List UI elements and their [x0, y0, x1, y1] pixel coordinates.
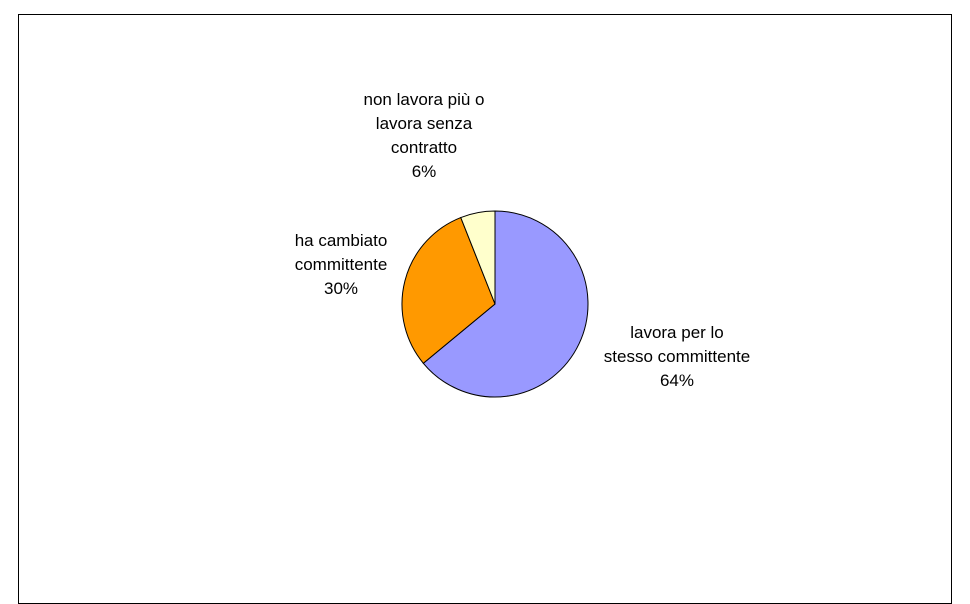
pie-slice-2: [460, 210, 496, 305]
slice-label-line: non lavora più o: [363, 90, 485, 109]
pie-slice-1: [401, 216, 496, 364]
slice-label-line: lavora per lo: [630, 323, 724, 342]
slice-percent: 64%: [659, 371, 695, 390]
slice-label-ha-cambiato-committente: ha cambiato committente 30%: [295, 229, 388, 301]
chart-area: lavora per lo stesso committente 64% ha …: [18, 14, 952, 604]
slice-label-lavora-stesso-committente: lavora per lo stesso committente 64%: [604, 321, 750, 393]
slice-label-line: stesso committente: [603, 347, 751, 366]
pie-slice-0: [422, 210, 589, 398]
pie-chart: [401, 210, 589, 398]
slice-label-line: lavora senza: [375, 114, 473, 133]
slice-label-line: contratto: [390, 138, 458, 157]
slice-percent: 6%: [411, 162, 437, 181]
pie-slices: [401, 210, 589, 398]
slice-label-line: ha cambiato: [294, 231, 388, 250]
slice-label-non-lavora: non lavora più o lavora senza contratto …: [364, 88, 485, 184]
slice-label-line: committente: [294, 255, 388, 274]
slice-percent: 30%: [323, 279, 359, 298]
